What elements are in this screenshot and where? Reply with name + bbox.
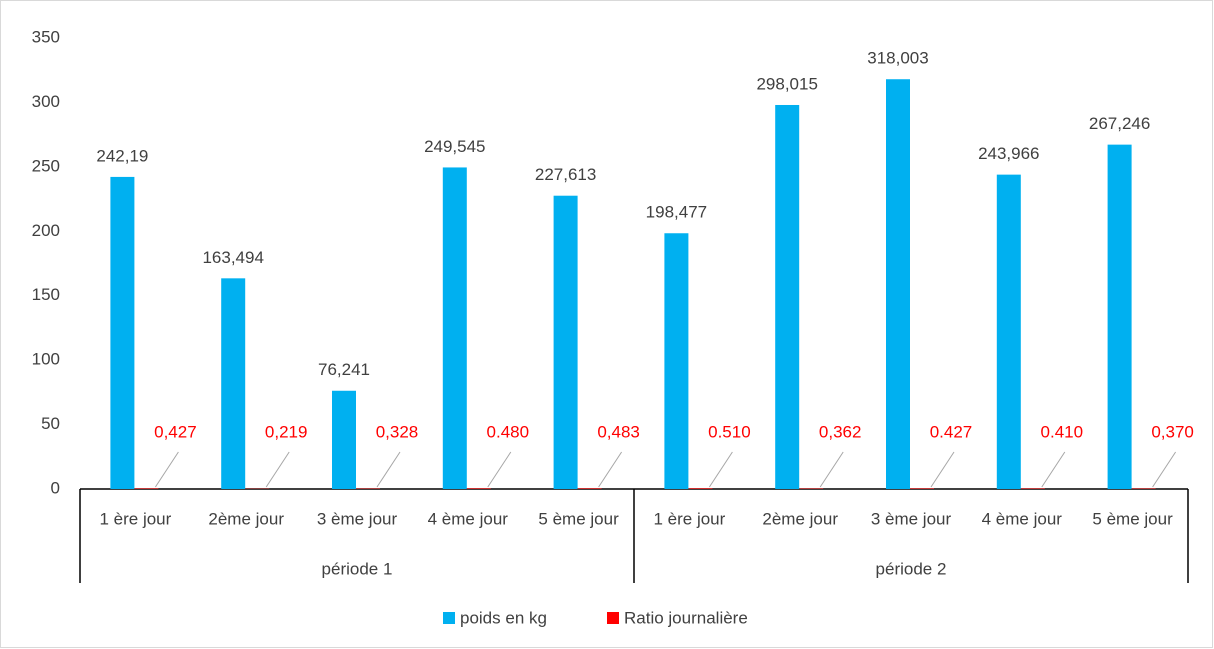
- leader-line: [376, 451, 401, 488]
- data-label: 249,545: [424, 137, 485, 156]
- leader-line: [598, 451, 623, 488]
- data-label: 0,483: [597, 422, 640, 441]
- data-label: 243,966: [978, 144, 1039, 163]
- data-label: 0.510: [708, 422, 751, 441]
- leader-line: [819, 451, 844, 488]
- x-tick-label: 5 ème jour: [538, 509, 619, 528]
- x-tick-label: 4 ème jour: [982, 509, 1063, 528]
- legend-label: poids en kg: [460, 608, 547, 627]
- bar: [110, 176, 135, 489]
- leader-line: [930, 451, 955, 488]
- x-tick-label: 3 ème jour: [317, 509, 398, 528]
- y-tick-label: 300: [32, 92, 60, 111]
- bar: [134, 488, 159, 489]
- legend-swatch: [443, 612, 455, 624]
- data-label: 298,015: [756, 74, 817, 93]
- leader-line: [154, 451, 179, 488]
- x-tick-label: 1 ère jour: [653, 509, 725, 528]
- leader-line: [265, 451, 290, 488]
- data-label: 0.480: [487, 422, 530, 441]
- group-label: période 1: [322, 559, 393, 578]
- y-tick-label: 200: [32, 221, 60, 240]
- x-tick-label: 3 ème jour: [871, 509, 952, 528]
- bar: [332, 390, 356, 489]
- bar: [688, 488, 713, 489]
- x-tick-label: 5 ème jour: [1092, 509, 1173, 528]
- leader-line: [487, 451, 512, 488]
- data-label: 76,241: [318, 360, 370, 379]
- data-label: 198,477: [646, 203, 707, 222]
- bar: [221, 278, 246, 489]
- data-label: 0,219: [265, 422, 308, 441]
- data-label: 267,246: [1089, 114, 1150, 133]
- y-tick-label: 250: [32, 156, 60, 175]
- bar: [553, 195, 578, 489]
- leader-line: [708, 451, 733, 488]
- y-tick-label: 150: [32, 285, 60, 304]
- x-tick-label: 1 ère jour: [99, 509, 171, 528]
- bar: [886, 79, 910, 490]
- data-label: 0,370: [1151, 422, 1194, 441]
- leader-line: [1152, 451, 1177, 488]
- legend-label: Ratio journalière: [624, 608, 748, 627]
- data-label: 0.427: [930, 422, 973, 441]
- x-tick-label: 2ème jour: [208, 509, 284, 528]
- x-tick-label: 4 ème jour: [428, 509, 509, 528]
- data-label: 0,362: [819, 422, 862, 441]
- legend-swatch: [607, 612, 619, 624]
- y-tick-label: 350: [32, 27, 60, 46]
- bar: [577, 488, 602, 489]
- y-tick-label: 0: [51, 478, 60, 497]
- y-tick-label: 100: [32, 350, 60, 369]
- data-label: 242,19: [96, 146, 148, 165]
- bar: [910, 488, 934, 489]
- data-label: 163,494: [202, 248, 263, 267]
- bar: [664, 233, 689, 489]
- bar: [996, 174, 1021, 489]
- leader-line: [1041, 451, 1066, 488]
- data-label: 0,427: [154, 422, 197, 441]
- bar: [1020, 488, 1045, 489]
- bar: [775, 104, 800, 489]
- y-tick-label: 50: [41, 414, 60, 433]
- data-label: 227,613: [535, 165, 596, 184]
- group-label: période 2: [876, 559, 947, 578]
- data-label: 318,003: [867, 49, 928, 68]
- bar: [466, 488, 491, 489]
- data-label: 0,328: [376, 422, 419, 441]
- data-label: 0.410: [1041, 422, 1084, 441]
- bar: [1107, 144, 1132, 489]
- x-tick-label: 2ème jour: [762, 509, 838, 528]
- bar: [442, 167, 467, 490]
